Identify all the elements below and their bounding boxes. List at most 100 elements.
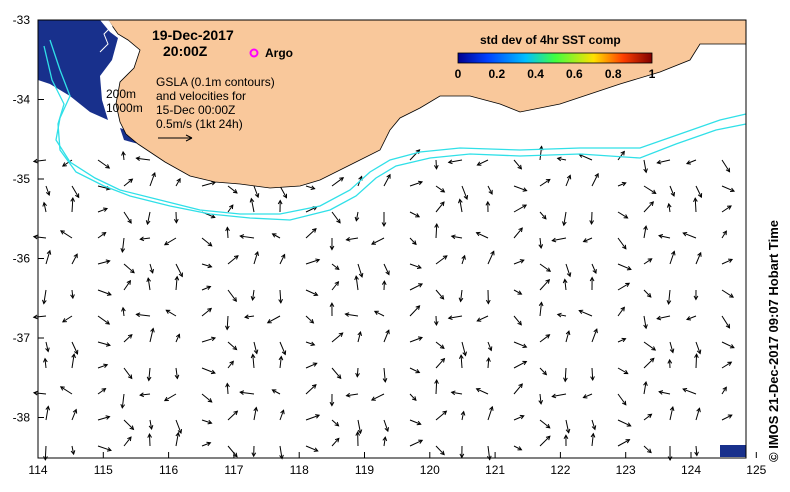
velocity-arrowhead xyxy=(174,275,180,281)
velocity-arrow xyxy=(147,278,151,291)
velocity-arrowhead xyxy=(621,181,627,187)
velocity-arrow xyxy=(146,211,151,225)
velocity-arrow xyxy=(60,230,73,239)
velocity-arrowhead xyxy=(582,394,588,399)
velocity-arrowhead xyxy=(225,325,230,331)
velocity-arrowhead xyxy=(103,207,109,212)
velocity-arrow xyxy=(552,393,567,398)
velocity-arrow xyxy=(721,258,733,265)
contour-1000m xyxy=(43,45,747,221)
velocity-arrowhead xyxy=(646,293,652,298)
velocity-arrow xyxy=(305,315,314,324)
velocity-arrow xyxy=(227,360,234,369)
velocity-arrow xyxy=(668,203,671,213)
velocity-arrowhead xyxy=(313,447,319,452)
velocity-arrow xyxy=(331,281,339,291)
velocity-arrow xyxy=(539,237,542,249)
velocity-arrowhead xyxy=(415,213,421,218)
velocity-arrow xyxy=(305,259,320,265)
velocity-arrow xyxy=(565,330,570,343)
velocity-arrowhead xyxy=(358,272,364,278)
velocity-arrowhead xyxy=(73,253,78,259)
velocity-arrowhead xyxy=(373,310,379,315)
velocity-arrowhead xyxy=(176,177,181,183)
velocity-arrowhead xyxy=(336,218,341,224)
velocity-arrowhead xyxy=(385,329,390,335)
velocity-arrow xyxy=(487,251,495,265)
velocity-arrowhead xyxy=(277,199,283,205)
velocity-arrow xyxy=(33,392,47,395)
y-tick-label: -35 xyxy=(13,172,31,186)
velocity-arrow xyxy=(71,185,80,198)
credit-label: © IMOS 21-Dec-2017 09:07 Hobart Time xyxy=(766,220,781,462)
velocity-arrowhead xyxy=(592,269,597,275)
y-axis-ticks: -33 -34 -35 -36 -37 -38 xyxy=(13,13,44,425)
velocity-arrow xyxy=(617,237,627,250)
velocity-arrowhead xyxy=(279,454,284,460)
x-tick-label: 125 xyxy=(746,463,766,477)
velocity-arrowhead xyxy=(146,277,152,283)
velocity-arrowhead xyxy=(135,156,141,161)
velocity-arrow xyxy=(539,263,551,272)
velocity-arrow xyxy=(227,289,237,302)
velocity-arrow xyxy=(721,185,735,192)
velocity-arrow xyxy=(383,367,386,382)
velocity-arrow xyxy=(657,159,671,164)
velocity-arrowhead xyxy=(207,398,213,403)
velocity-arrow xyxy=(62,159,73,167)
velocity-arrowhead xyxy=(105,320,111,325)
velocity-arrow xyxy=(345,313,359,317)
velocity-arrowhead xyxy=(658,234,664,239)
velocity-arrowhead xyxy=(281,350,287,356)
velocity-arrowhead xyxy=(129,425,135,431)
velocity-arrowhead xyxy=(488,189,493,195)
velocity-arrow xyxy=(487,445,491,460)
velocity-arrowhead xyxy=(463,194,469,200)
velocity-arrowhead xyxy=(440,357,446,363)
velocity-arrowhead xyxy=(120,403,126,409)
sst-patch-west xyxy=(38,20,118,120)
velocity-arrowhead xyxy=(458,198,463,204)
velocity-arrowhead xyxy=(121,306,126,312)
velocity-arrowhead xyxy=(462,351,467,357)
velocity-arrowhead xyxy=(545,435,551,441)
velocity-arrowhead xyxy=(229,204,234,210)
velocity-arrowhead xyxy=(682,231,688,237)
velocity-arrowhead xyxy=(207,419,213,425)
velocity-arrowhead xyxy=(311,384,317,389)
velocity-arrow xyxy=(591,173,599,187)
velocity-arrowhead xyxy=(61,318,67,323)
velocity-arrow xyxy=(355,211,359,221)
velocity-arrowhead xyxy=(517,446,523,451)
velocity-arrowhead xyxy=(545,334,551,339)
velocity-arrowhead xyxy=(475,387,481,393)
velocity-arrowhead xyxy=(563,377,568,383)
velocity-arrowhead xyxy=(46,249,52,255)
velocity-arrow xyxy=(71,409,77,421)
velocity-arrowhead xyxy=(538,301,544,307)
velocity-arrow xyxy=(539,302,543,317)
velocity-arrow xyxy=(477,315,489,322)
velocity-arrowhead xyxy=(386,173,391,179)
x-tick-label: 114 xyxy=(28,463,47,477)
velocity-arrow xyxy=(45,406,49,421)
velocity-arrowhead xyxy=(177,429,183,435)
velocity-arrow xyxy=(461,185,468,200)
velocity-arrow xyxy=(617,151,625,161)
velocity-arrowhead xyxy=(685,160,691,165)
velocity-arrow xyxy=(643,185,656,194)
velocity-arrowhead xyxy=(120,248,126,253)
velocity-arrow xyxy=(643,445,652,453)
velocity-arrowhead xyxy=(670,191,676,197)
velocity-arrow xyxy=(564,279,567,291)
velocity-arrow xyxy=(557,157,567,161)
velocity-arrow xyxy=(371,237,385,245)
velocity-arrowhead xyxy=(206,441,212,447)
velocity-arrowhead xyxy=(357,429,363,435)
velocity-arrowhead xyxy=(309,318,315,324)
velocity-arrow xyxy=(435,341,445,349)
velocity-arrow xyxy=(565,263,571,277)
velocity-arrow xyxy=(409,263,422,269)
velocity-arrow xyxy=(513,259,524,265)
velocity-arrowhead xyxy=(103,363,109,369)
